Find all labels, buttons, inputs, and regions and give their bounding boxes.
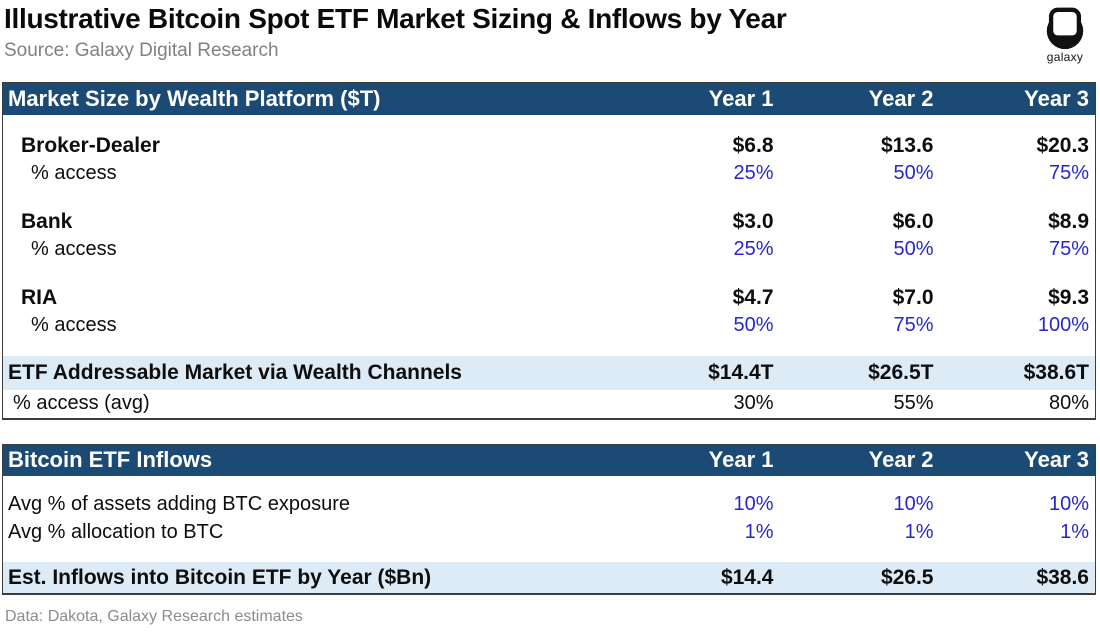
row-label: RIA [21,285,58,309]
cell-value: $4.7 [732,285,774,309]
table2-col-year1: Year 1 [623,444,780,476]
table1-col-year3: Year 3 [939,82,1096,115]
cell-value: 1% [1060,520,1089,543]
galaxy-logo: galaxy [1036,3,1094,64]
table-row-assets-adding-btc: Avg % of assets adding BTC exposure 10% … [3,476,1096,518]
cell-value: 50% [733,313,774,336]
row-label: Broker-Dealer [21,133,160,157]
cell-value: $26.5T [779,355,940,390]
cell-value: 25% [733,161,774,184]
galaxy-logo-icon [1046,7,1084,50]
cell-value: 10% [893,493,934,515]
table2-col-year2: Year 2 [779,444,940,476]
row-label: % access (avg) [13,392,150,414]
cell-value: $6.0 [892,209,934,233]
row-label: Avg % of assets adding BTC exposure [8,493,351,515]
row-label: ETF Addressable Market via Wealth Channe… [2,355,624,390]
cell-value: $8.9 [1048,209,1089,233]
cell-value: 30% [733,392,774,414]
table1-title: Market Size by Wealth Platform ($T) [2,82,624,115]
page-title: Illustrative Bitcoin Spot ETF Market Siz… [4,3,787,34]
table-row-access-avg: % access (avg) 30% 55% 80% [3,390,1096,419]
cell-value: $6.8 [732,133,774,157]
title-block: Illustrative Bitcoin Spot ETF Market Siz… [4,3,787,62]
cell-value: $38.6 [939,562,1096,594]
cell-value: $20.3 [1036,133,1089,157]
cell-value: 25% [733,237,774,260]
row-label: % access [31,161,117,184]
table-row-addressable-market-total: ETF Addressable Market via Wealth Channe… [2,355,1096,390]
data-attribution: Data: Dakota, Galaxy Research estimates [5,608,303,625]
bitcoin-etf-inflows-table: Bitcoin ETF Inflows Year 1 Year 2 Year 3… [2,443,1096,595]
cell-value: 55% [893,392,934,414]
cell-value: $14.4 [623,562,780,594]
source-line: Source: Galaxy Digital Research [4,40,279,62]
cell-value: 75% [1048,161,1089,184]
cell-value: $13.6 [880,133,934,157]
table-row-broker-dealer: Broker-Dealer $6.8 $13.6 $20.3 [3,115,1096,161]
figure-header: Illustrative Bitcoin Spot ETF Market Siz… [0,0,1100,82]
cell-value: 80% [1048,392,1089,414]
table-row-bank-access: % access 25% 50% 75% [3,237,1096,267]
table-row-broker-dealer-access: % access 25% 50% 75% [3,161,1096,191]
spacer-row [3,546,1096,562]
cell-value: $26.5 [779,562,940,594]
row-label: Bank [21,209,73,233]
cell-value: $38.6T [939,355,1096,390]
row-label: % access [31,313,117,336]
cell-value: 1% [744,520,774,543]
row-label: % access [31,237,117,260]
table1-col-year2: Year 2 [779,82,940,115]
cell-value: 75% [1048,237,1089,260]
cell-value: 100% [1037,313,1089,336]
table-row-ria: RIA $4.7 $7.0 $9.3 [3,267,1096,313]
cell-value: 50% [893,161,934,184]
table-row-allocation-to-btc: Avg % allocation to BTC 1% 1% 1% [3,518,1096,546]
row-label: Avg % allocation to BTC [8,520,224,543]
inflows-table-header-row: Bitcoin ETF Inflows Year 1 Year 2 Year 3 [2,444,1096,476]
cell-value: 50% [893,237,934,260]
market-size-table: Market Size by Wealth Platform ($T) Year… [2,82,1096,420]
table-row-ria-access: % access 50% 75% 100% [3,313,1096,343]
cell-value: 1% [904,520,934,543]
table2-col-year3: Year 3 [939,444,1096,476]
spacer-row [3,343,1096,356]
cell-value: $14.4T [623,355,780,390]
row-label: Est. Inflows into Bitcoin ETF by Year ($… [2,562,624,594]
cell-value: 10% [733,493,774,515]
galaxy-logo-label: galaxy [1046,50,1084,64]
table-row-estimated-inflows-total: Est. Inflows into Bitcoin ETF by Year ($… [2,562,1096,594]
table-row-bank: Bank $3.0 $6.0 $8.9 [3,191,1096,237]
table2-title: Bitcoin ETF Inflows [2,444,624,476]
cell-value: $7.0 [892,285,934,309]
cell-value: 10% [1048,493,1089,515]
cell-value: 75% [893,313,934,336]
cell-value: $9.3 [1048,285,1089,309]
market-size-table-header-row: Market Size by Wealth Platform ($T) Year… [2,82,1096,115]
cell-value: $3.0 [732,209,774,233]
table1-col-year1: Year 1 [623,82,780,115]
